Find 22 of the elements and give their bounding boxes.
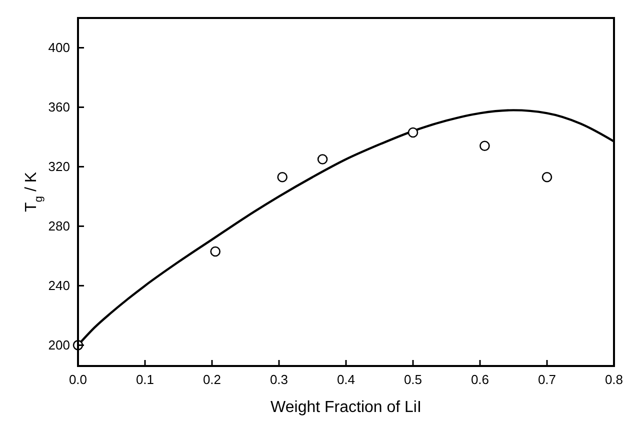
y-tick-label: 280 bbox=[48, 218, 70, 234]
point bbox=[317, 154, 328, 164]
x-tick-label: 0.3 bbox=[270, 372, 288, 387]
y-tick-label: 200 bbox=[48, 338, 70, 353]
point bbox=[210, 246, 220, 257]
point bbox=[480, 140, 490, 152]
x-tick-label: 0.8 bbox=[604, 372, 624, 387]
x-tick-label: 0.1 bbox=[136, 372, 154, 387]
point bbox=[408, 127, 418, 138]
x-tick-label: 0.2 bbox=[202, 372, 222, 387]
x-tick-label: 0.7 bbox=[538, 372, 556, 387]
x-tick-label: 0.4 bbox=[336, 372, 356, 387]
x-tick-label: 0.5 bbox=[404, 372, 422, 387]
x-axis-title: Weight Fraction of LiI bbox=[270, 399, 422, 416]
y-tick-label: 360 bbox=[48, 100, 70, 115]
y-tick-label: 240 bbox=[48, 278, 70, 294]
x-tick-label: 0.0 bbox=[68, 372, 88, 387]
point bbox=[277, 172, 288, 182]
x-tick-label: 0.6 bbox=[470, 372, 490, 387]
y-tick-label: 320 bbox=[48, 159, 70, 174]
point bbox=[542, 172, 552, 182]
y-tick-label: 400 bbox=[48, 40, 70, 56]
